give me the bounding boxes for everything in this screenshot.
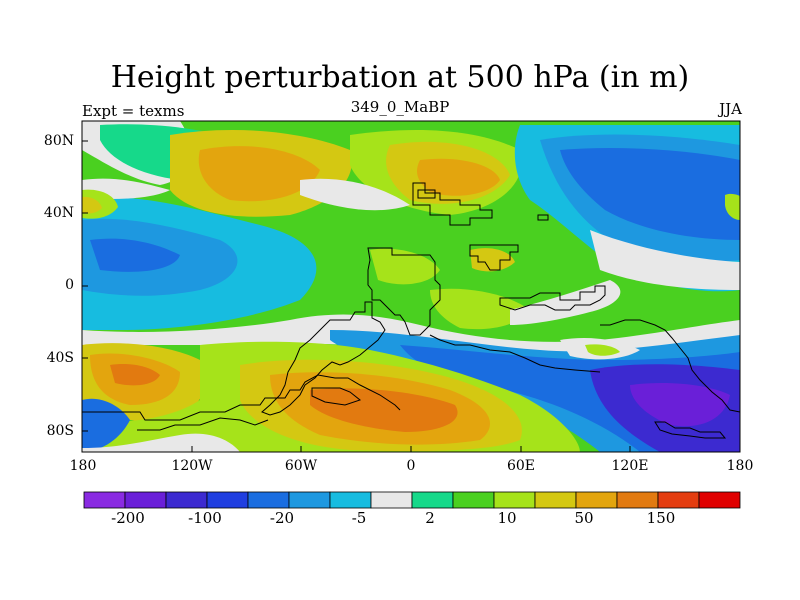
colorbar-swatch — [330, 492, 371, 508]
colorbar-swatch — [699, 492, 740, 508]
colorbar-swatch — [125, 492, 166, 508]
colorbar-label: 50 — [554, 509, 614, 527]
colorbar-swatch — [248, 492, 289, 508]
colorbar-swatch — [412, 492, 453, 508]
colorbar-label: 2 — [400, 509, 460, 527]
colorbar-swatch — [535, 492, 576, 508]
colorbar-swatch — [617, 492, 658, 508]
colorbar-swatch — [289, 492, 330, 508]
colorbar-label: -100 — [175, 509, 235, 527]
colorbar-swatch — [84, 492, 125, 508]
colorbar-label: -200 — [98, 509, 158, 527]
colorbar-label: 10 — [477, 509, 537, 527]
colorbar-swatch — [658, 492, 699, 508]
colorbar-swatch — [576, 492, 617, 508]
colorbar-swatch — [494, 492, 535, 508]
colorbar — [84, 492, 740, 508]
colorbar-swatch — [453, 492, 494, 508]
colorbar-swatch — [207, 492, 248, 508]
colorbar-label: 150 — [631, 509, 691, 527]
colorbar-swatch — [371, 492, 412, 508]
contour-field — [82, 121, 740, 452]
colorbar-label: -20 — [252, 509, 312, 527]
colorbar-label: -5 — [329, 509, 389, 527]
colorbar-swatch — [166, 492, 207, 508]
